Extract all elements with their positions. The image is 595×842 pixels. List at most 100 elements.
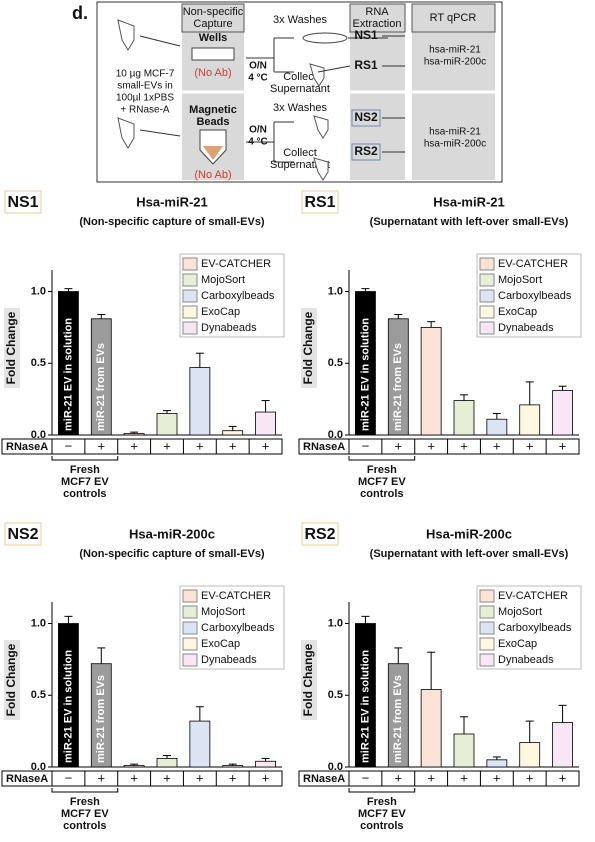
bar-label: miR-21 EV in solution: [359, 650, 371, 763]
legend-label: MojoSort: [201, 274, 245, 286]
treatment-sign: +: [427, 438, 435, 453]
panel-label-box: [301, 522, 339, 546]
panel-label: NS1: [7, 194, 38, 211]
qpcr-header: RT qPCR: [430, 12, 477, 24]
chart-title: Hsa-miR-200c: [426, 526, 512, 541]
legend-swatch: [182, 289, 198, 303]
treatment-sign: +: [262, 438, 270, 453]
wells-note: (No Ab): [194, 67, 231, 79]
bar: [189, 367, 211, 436]
legend-label: Dynabeads: [201, 322, 257, 334]
bar-label: miR-21 EV in solution: [62, 318, 74, 431]
panel-label: d.: [72, 3, 88, 23]
bar: [90, 318, 112, 436]
sample-id: RS1: [354, 58, 378, 72]
treatment-sign: +: [262, 770, 270, 785]
y-tick-label: 0.0: [31, 761, 46, 773]
collect: Collect: [283, 147, 317, 159]
y-label-box: [301, 308, 317, 388]
treatment-sign: +: [196, 438, 204, 453]
legend-swatch: [182, 305, 198, 319]
chart-subtitle: (Non-specific capture of small-EVs): [79, 216, 265, 228]
chart-title: Hsa-miR-21: [433, 194, 505, 209]
treatment-sign: −: [362, 438, 370, 453]
chart-title: Hsa-miR-200c: [129, 526, 215, 541]
bracket-label: Fresh: [70, 464, 100, 476]
bar: [222, 430, 244, 436]
y-tick-label: 1.0: [328, 617, 343, 629]
legend-swatch: [182, 637, 198, 651]
treatment-sign: +: [229, 770, 237, 785]
bar: [453, 733, 475, 768]
panel-label-box: [301, 190, 339, 214]
y-tick-label: 0.5: [328, 689, 343, 701]
treatment-sign: +: [493, 770, 501, 785]
bar: [189, 720, 211, 768]
capture-header-box: [181, 3, 245, 33]
bracket-label: MCF7 EV: [61, 476, 109, 488]
incubation: O/N: [249, 125, 267, 136]
bar: [255, 411, 276, 436]
legend-swatch: [479, 289, 495, 303]
bar: [387, 663, 409, 768]
sample-text: 10 µg MCF-7: [116, 69, 175, 80]
rna-header: Extraction: [353, 18, 402, 30]
treatment-sign: +: [493, 438, 501, 453]
sample-box: [351, 109, 381, 127]
legend-swatch: [182, 273, 198, 287]
treatment-label: RNaseA: [6, 773, 48, 785]
treatment-sign: +: [394, 438, 402, 453]
bracket-label: MCF7 EV: [358, 476, 406, 488]
sample-text: + RNase-A: [120, 105, 170, 116]
washes: 3x Washes: [273, 14, 328, 26]
treatment-sign: −: [65, 438, 73, 453]
bracket-label: controls: [360, 820, 403, 832]
sample-box: [351, 143, 381, 161]
bar: [156, 413, 178, 436]
treatment-row: [1, 438, 283, 455]
bracket-label: Fresh: [367, 464, 397, 476]
legend-swatch: [182, 621, 198, 635]
treatment-sign: +: [460, 438, 468, 453]
bracket: [51, 788, 119, 793]
legend-swatch: [479, 305, 495, 319]
panel-label: RS1: [304, 194, 335, 211]
chart-subtitle: (Supernatant with left-over small-EVs): [370, 548, 569, 560]
qpcr-header-box: [411, 3, 496, 33]
treatment-sign: −: [65, 770, 73, 785]
bar-label: miR-21 from EVs: [392, 675, 404, 763]
chart-subtitle: (Non-specific capture of small-EVs): [79, 548, 265, 560]
collect: Supernatant: [270, 83, 330, 95]
treatment-sign: +: [196, 770, 204, 785]
legend-swatch: [479, 621, 495, 635]
y-tick-label: 0.0: [328, 761, 343, 773]
y-label-box: [301, 640, 317, 720]
bar: [420, 326, 442, 436]
bar: [355, 291, 376, 436]
bar: [519, 404, 541, 436]
legend-swatch: [479, 273, 495, 287]
sample-id: NS1: [354, 28, 378, 42]
diagram: d. Non-specific Capture Wells (No Ab) Ma…: [72, 1, 503, 183]
beads-label: Magnetic: [189, 104, 237, 116]
bracket-label: controls: [63, 488, 106, 500]
bar: [255, 760, 276, 768]
bracket-label: controls: [63, 820, 106, 832]
legend-box: [179, 585, 285, 670]
chart-subtitle: (Supernatant with left-over small-EVs): [370, 216, 569, 228]
legend-label: EV-CATCHER: [498, 258, 568, 270]
y-tick-label: 0.0: [31, 429, 46, 441]
incubation: O/N: [249, 61, 267, 72]
branch: [246, 37, 294, 73]
treatment-sign: +: [163, 438, 171, 453]
legend-label: Carboxylbeads: [201, 622, 275, 634]
treatment-sign: +: [559, 438, 567, 453]
target: hsa-miR-200c: [424, 139, 486, 150]
rna-header-box: [349, 3, 406, 33]
sample-text: small-EVs in: [117, 81, 173, 92]
panel-label-box: [4, 522, 42, 546]
legend-swatch: [182, 257, 198, 271]
rna-header: RNA: [365, 6, 389, 18]
bar-label: miR-21 from EVs: [392, 343, 404, 431]
